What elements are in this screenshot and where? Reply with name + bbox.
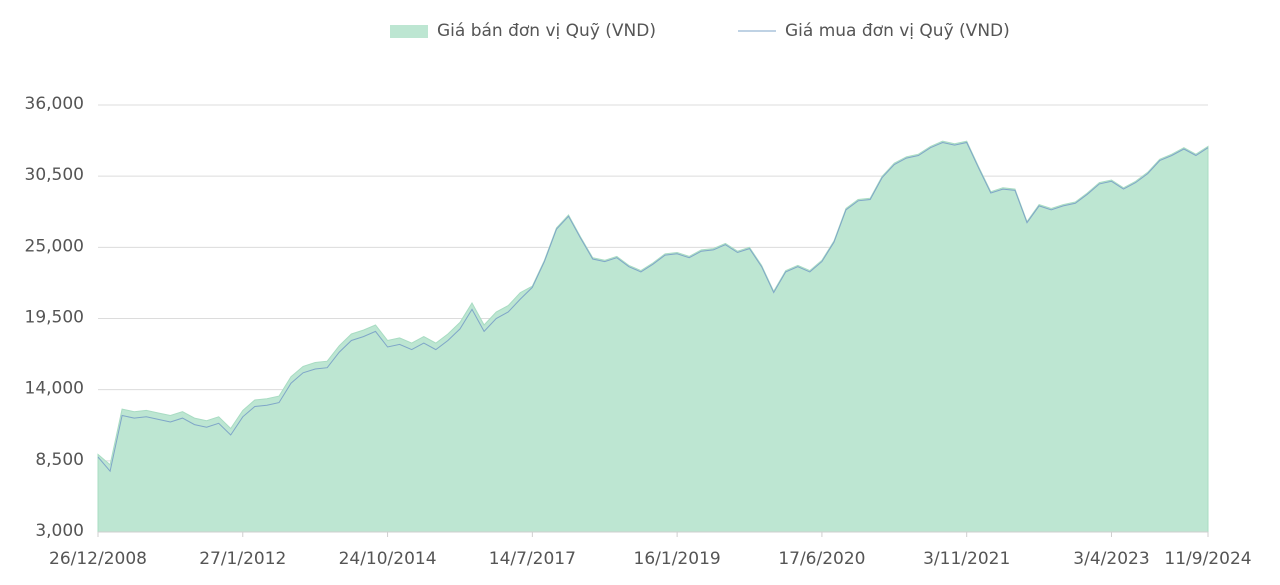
y-tick-label: 19,500: [25, 308, 84, 328]
x-tick-label: 26/12/2008: [49, 549, 147, 569]
line: [97, 141, 1209, 473]
x-tick-label: 16/1/2019: [634, 549, 721, 569]
legend-label: Giá mua đơn vị Quỹ (VND): [785, 21, 1010, 41]
y-tick-label: 3,000: [35, 521, 84, 541]
y-tick-label: 8,500: [35, 450, 84, 470]
x-tick-label: 3/11/2021: [923, 549, 1010, 569]
x-tick-label: 11/9/2024: [1164, 549, 1251, 569]
area: [97, 140, 1209, 533]
x-tick-label: 24/10/2014: [339, 549, 437, 569]
x-tick-label: 3/4/2023: [1073, 549, 1149, 569]
y-tick-label: 14,000: [25, 379, 84, 399]
x-tick-label: 17/6/2020: [778, 549, 865, 569]
x-tick-label: 14/7/2017: [489, 549, 576, 569]
legend-swatch: [390, 25, 428, 38]
x-tick-label: 27/1/2012: [199, 549, 286, 569]
y-tick-label: 25,000: [25, 236, 84, 256]
y-tick-label: 30,500: [25, 165, 84, 185]
legend-label: Giá bán đơn vị Quỹ (VND): [437, 21, 656, 41]
y-tick-label: 36,000: [25, 94, 84, 114]
